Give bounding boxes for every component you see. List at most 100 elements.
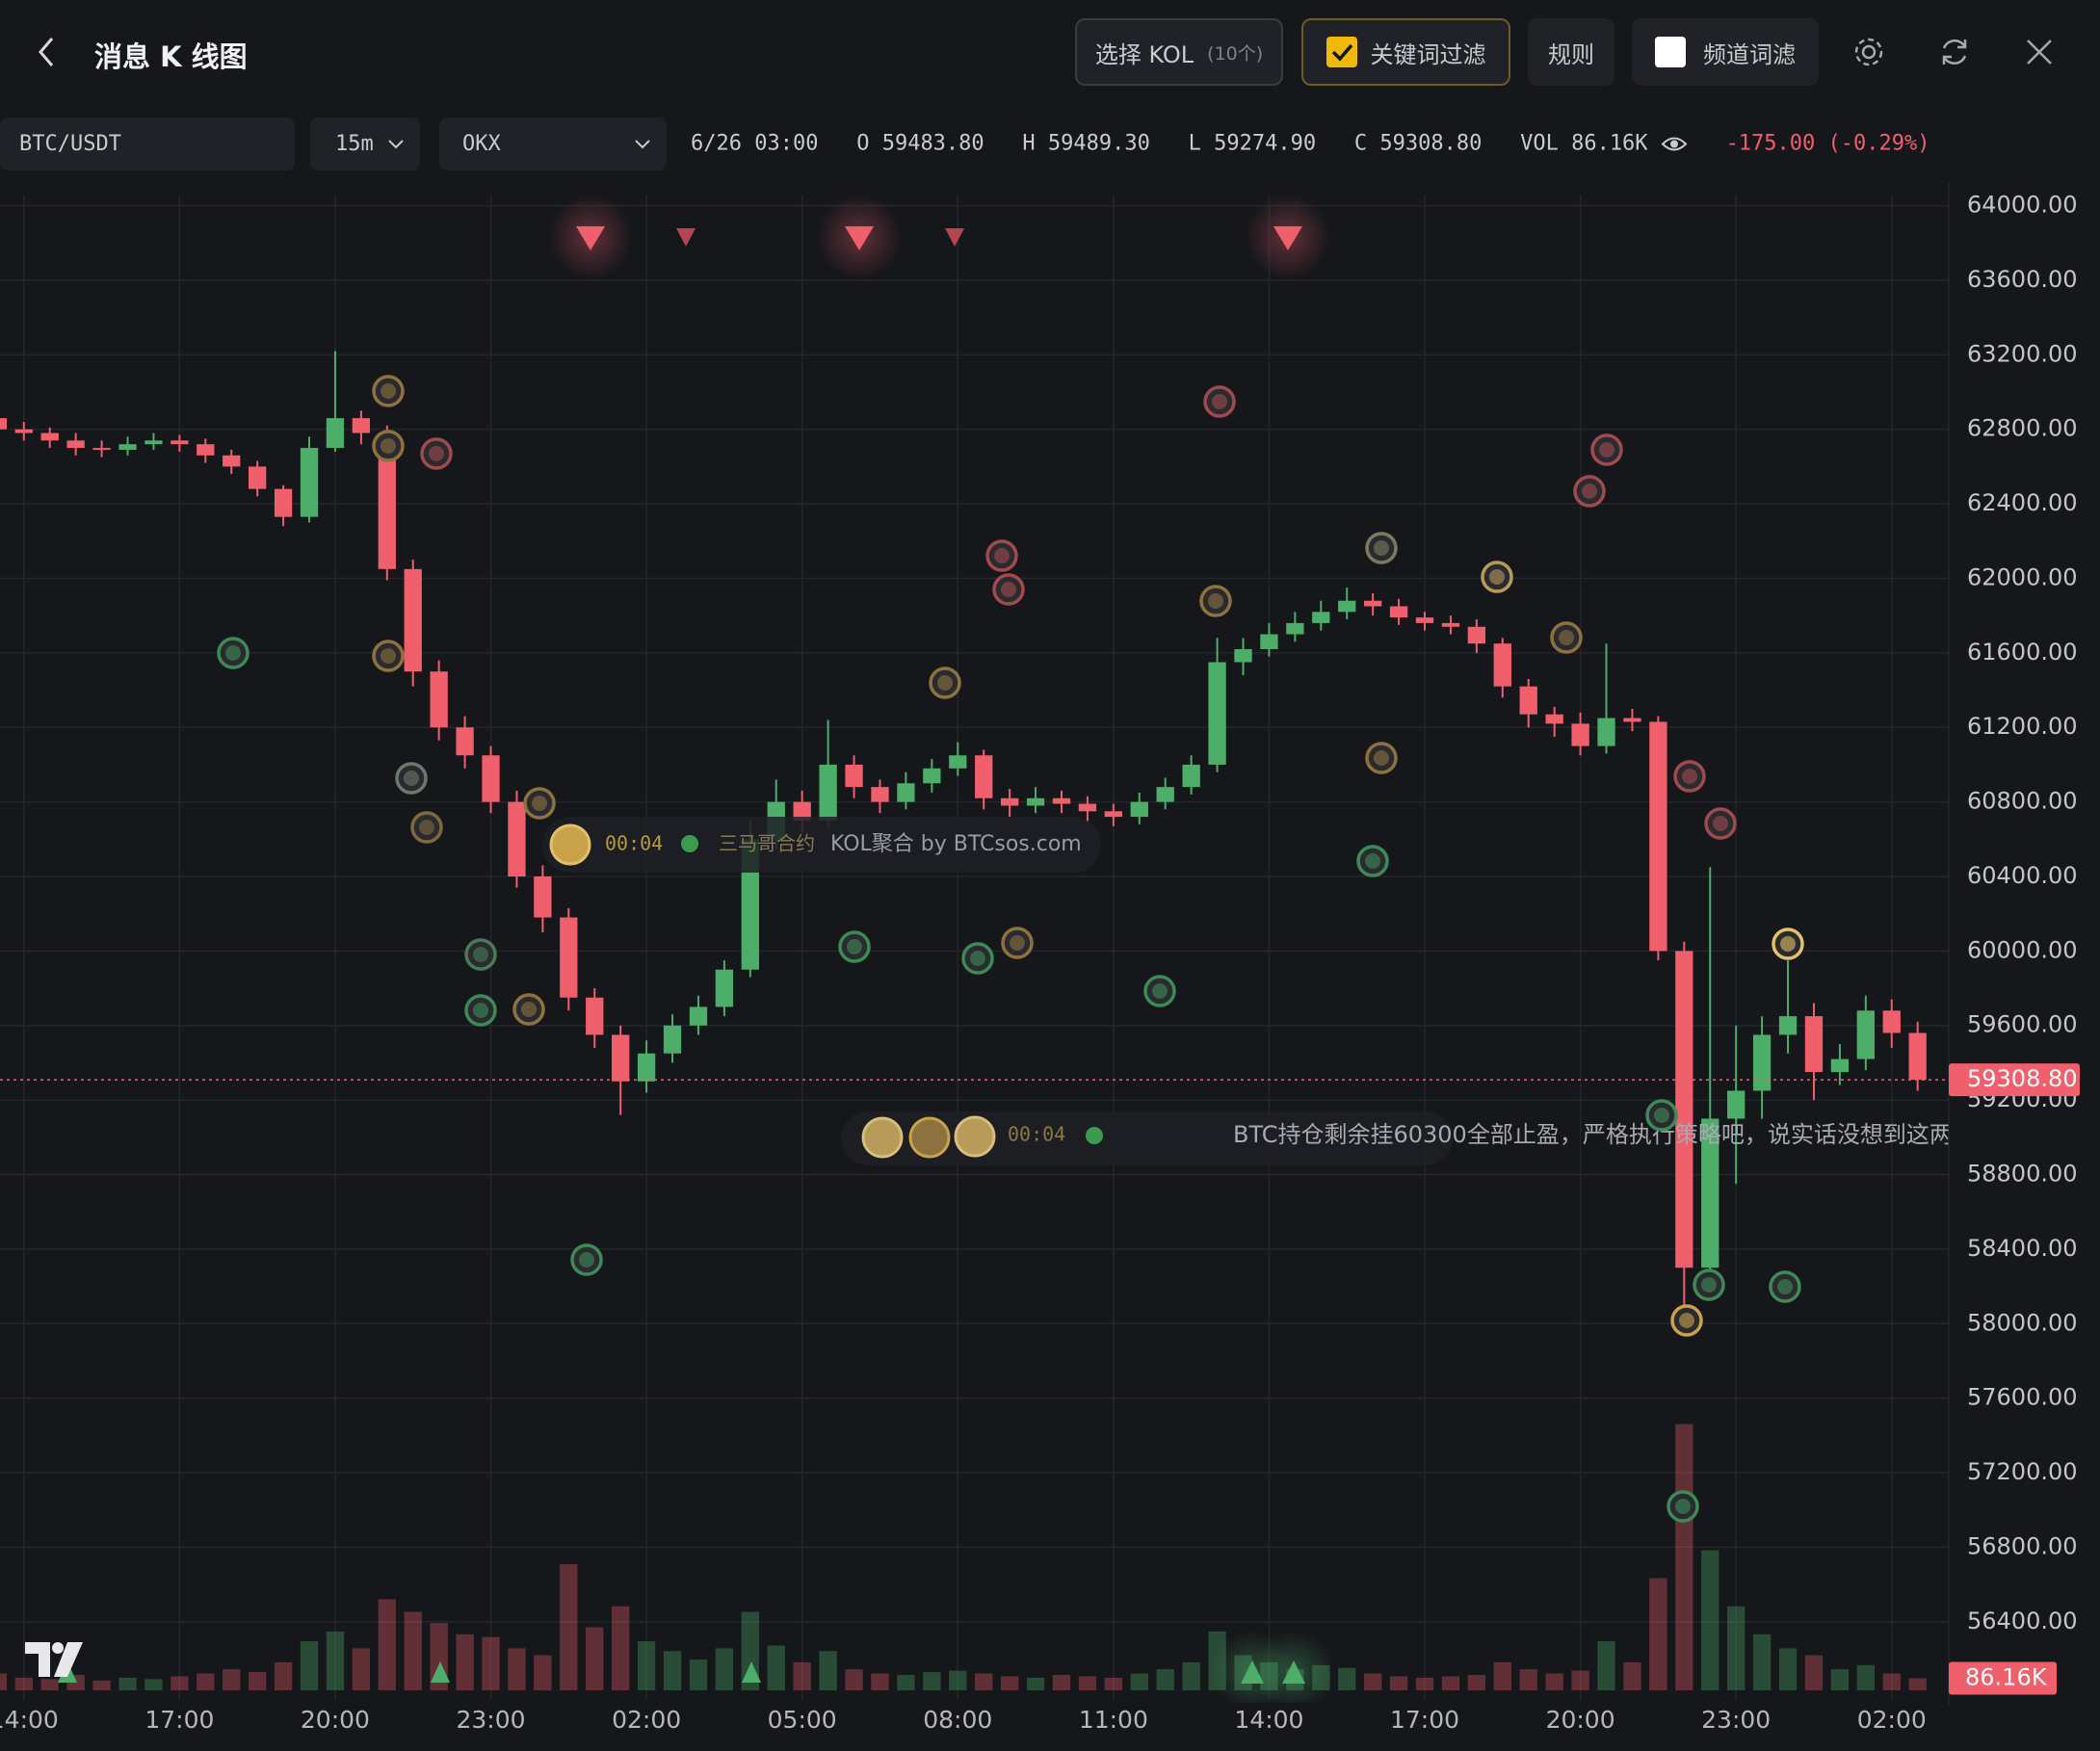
candle-body [378,432,396,569]
avatar-face [1208,593,1223,609]
avatar-face [1152,983,1168,999]
volume-bar [482,1636,500,1690]
volume-bar [663,1651,682,1690]
buy-marker[interactable] [1241,1660,1264,1684]
candle-body [197,444,215,456]
interval-select[interactable]: 15m [310,118,420,170]
avatar-face [970,951,985,966]
settings-button[interactable] [1851,35,1886,69]
exchange: OKX [462,132,501,156]
close-button[interactable] [2024,37,2055,67]
exchange-select[interactable]: OKX [439,118,667,170]
buy-marker[interactable] [431,1661,450,1683]
candle-body [871,787,889,802]
kol-avatar[interactable] [549,823,591,866]
candle-body [326,418,345,449]
x-tick-label: 20:00 [1546,1706,1615,1734]
change: -175.00 (-0.29%) [1725,131,1930,156]
page-title: 消息 K 线图 [94,40,248,73]
volume-bar [1597,1641,1615,1690]
volume-bar [1467,1675,1486,1690]
keyword-filter-button[interactable]: 关键词过滤 [1301,18,1510,86]
volume-bar [1000,1676,1019,1690]
volume-bar [845,1669,863,1690]
buy-marker[interactable] [742,1661,761,1683]
volume-bar [1623,1661,1641,1690]
candle-body [1597,718,1615,746]
candle-body [118,444,137,451]
candle-body [975,755,993,798]
sell-marker[interactable] [1273,226,1302,250]
volume-bar [248,1672,267,1690]
sell-marker[interactable] [676,228,696,247]
sell-marker[interactable] [576,226,605,250]
volume-bar [1130,1673,1148,1690]
volume-bar [1545,1673,1563,1690]
last-volume-box [1949,1661,2057,1695]
volume-bar [689,1660,708,1690]
candle-body [1338,600,1356,613]
volume-bar [923,1672,941,1690]
checkbox-unchecked[interactable] [1655,37,1686,67]
candle-body [897,783,915,802]
message-pill[interactable] [841,1111,1453,1165]
volume-bar [715,1648,734,1690]
candle-body [1078,803,1097,812]
checkbox-checked[interactable] [1326,37,1357,67]
y-tick-label: 61600.00 [1967,639,2078,666]
sell-marker[interactable] [845,226,874,250]
candle-body [171,440,189,445]
candle-body [1000,797,1019,806]
candle-body [560,917,578,998]
volume-bar [404,1611,422,1690]
message-pill[interactable] [542,817,1101,873]
sell-marker[interactable] [945,228,964,247]
candle-body [1571,723,1589,746]
back-button[interactable] [35,35,60,69]
refresh-button[interactable] [1937,35,1972,69]
avatar-face [473,947,488,962]
volume-bar [534,1655,552,1690]
rules-button[interactable]: 规则 [1528,18,1614,86]
candle-body [1415,617,1434,623]
kol-select-button[interactable]: 选择 KOL (10个) [1075,18,1283,86]
candle-body [689,1006,708,1026]
avatar-face [1365,853,1380,869]
candle-body [14,429,33,433]
visibility-toggle[interactable] [1661,135,1688,154]
volume-bar [1908,1678,1927,1690]
volume-bar [819,1651,837,1690]
volume-bar [1493,1661,1511,1690]
button-label: 频道词滤 [1703,40,1796,68]
candle-body [949,755,967,769]
tradingview-logo [25,1642,83,1677]
volume-value: 86.16K [1571,131,1648,156]
candle-body [1830,1058,1850,1073]
avatar-face [994,548,1010,563]
x-tick-label: 02:00 [612,1706,681,1734]
volume-bar [223,1669,241,1690]
volume-bar [197,1673,215,1690]
volume-bar [171,1676,189,1690]
y-tick-label: 63600.00 [1967,266,2078,293]
y-tick-label: 58000.00 [1967,1309,2078,1336]
last-price-label: 59308.80 [1967,1065,2078,1092]
candle-body [1519,686,1537,715]
y-tick-label: 61200.00 [1967,713,2078,740]
kol-avatar[interactable] [861,1116,904,1159]
x-tick-label: 11:00 [1079,1706,1148,1734]
avatar-face [1559,630,1574,645]
channel-filter-button[interactable]: 频道词滤 [1632,18,1819,86]
kol-avatar[interactable] [954,1115,996,1158]
button-label: 关键词过滤 [1370,40,1486,68]
volume-bar [1778,1648,1798,1690]
volume-bar [1856,1664,1875,1690]
buy-marker[interactable] [1282,1660,1305,1684]
candle-body [1130,801,1148,818]
volume-bar [1701,1550,1719,1690]
candle-body [1675,951,1693,1268]
symbol-box[interactable]: BTC/USDT [0,118,295,170]
avatar-face [1374,750,1389,766]
kol-avatar[interactable] [908,1116,951,1159]
